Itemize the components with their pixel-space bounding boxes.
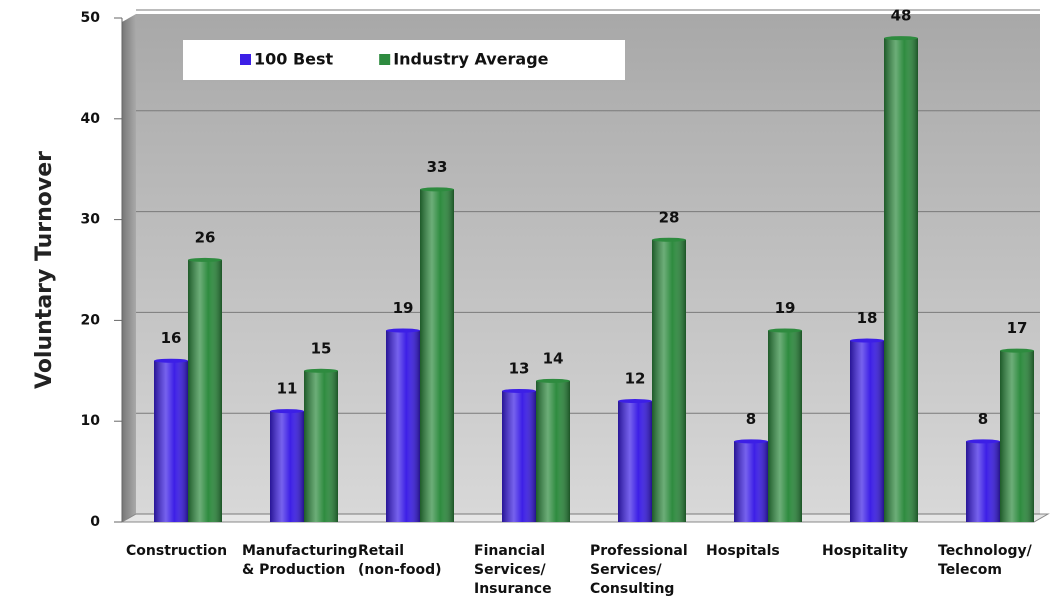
bar-shade — [270, 411, 304, 522]
bar-cap — [652, 237, 686, 242]
bar-cap — [154, 358, 188, 363]
bar-shade — [734, 441, 768, 522]
data-label: 48 — [891, 7, 912, 25]
bar-cap — [618, 399, 652, 404]
legend-swatch — [240, 54, 251, 65]
data-label: 16 — [161, 329, 182, 347]
data-label: 19 — [393, 299, 414, 317]
bar-cap — [884, 36, 918, 41]
bar-cap — [188, 257, 222, 262]
bar-cap — [420, 187, 454, 192]
x-tick-label: Construction — [126, 543, 228, 559]
data-label: 19 — [775, 299, 796, 317]
bar-shade — [652, 239, 686, 522]
bar-cap — [304, 368, 338, 373]
bar-shade — [618, 401, 652, 522]
bar-cap — [536, 378, 570, 383]
bar-cap — [966, 439, 1000, 444]
data-label: 12 — [625, 370, 646, 388]
y-axis-label: Voluntary Turnover — [32, 151, 57, 389]
data-label: 33 — [427, 158, 448, 176]
bar-cap — [386, 328, 420, 333]
bar-shade — [154, 360, 188, 522]
x-tick-label: Hospitals — [706, 543, 780, 559]
bar-shade — [420, 189, 454, 523]
y-tick-label: 50 — [81, 10, 101, 26]
data-label: 14 — [543, 349, 564, 367]
y-tick-label: 0 — [90, 514, 100, 530]
bar-cap — [502, 388, 536, 393]
y-tick-label: 40 — [81, 111, 101, 127]
x-tick-label: Retail (non-food) — [358, 543, 442, 578]
bar-cap — [1000, 348, 1034, 353]
legend-label: Industry Average — [393, 50, 548, 69]
x-tick-label: Technology/ Telecom — [938, 543, 1032, 578]
x-tick-label: Hospitality — [822, 543, 909, 559]
y-tick-label: 10 — [81, 413, 101, 429]
bar-shade — [304, 370, 338, 522]
y-tick-label: 20 — [81, 312, 101, 328]
data-label: 8 — [746, 410, 756, 428]
bar-shade — [768, 330, 802, 522]
x-tick-label: Manufacturing & Production — [242, 543, 358, 578]
bar-shade — [850, 340, 884, 522]
data-label: 15 — [311, 339, 332, 357]
data-label: 11 — [277, 380, 298, 398]
data-label: 17 — [1007, 319, 1028, 337]
data-label: 18 — [857, 309, 878, 327]
left-wall — [122, 14, 136, 522]
bar-cap — [850, 338, 884, 343]
bar-cap — [270, 409, 304, 414]
data-label: 8 — [978, 410, 988, 428]
bar-shade — [502, 390, 536, 522]
bar-shade — [1000, 350, 1034, 522]
bar-cap — [768, 328, 802, 333]
bar-shade — [884, 38, 918, 522]
legend-box — [183, 40, 625, 80]
legend-label: 100 Best — [254, 50, 334, 69]
y-tick-label: 30 — [81, 212, 101, 228]
x-tick-label: Financial Services/ Insurance — [474, 543, 552, 597]
data-label: 26 — [195, 228, 216, 246]
bar-shade — [536, 380, 570, 522]
bar-cap — [734, 439, 768, 444]
bar-shade — [966, 441, 1000, 522]
x-tick-label: Professional Services/ Consulting — [590, 543, 688, 597]
bar-shade — [386, 330, 420, 522]
floor — [120, 513, 1050, 523]
data-label: 28 — [659, 208, 680, 226]
legend-swatch — [379, 54, 391, 65]
data-label: 13 — [509, 359, 530, 377]
bar-shade — [188, 259, 222, 522]
